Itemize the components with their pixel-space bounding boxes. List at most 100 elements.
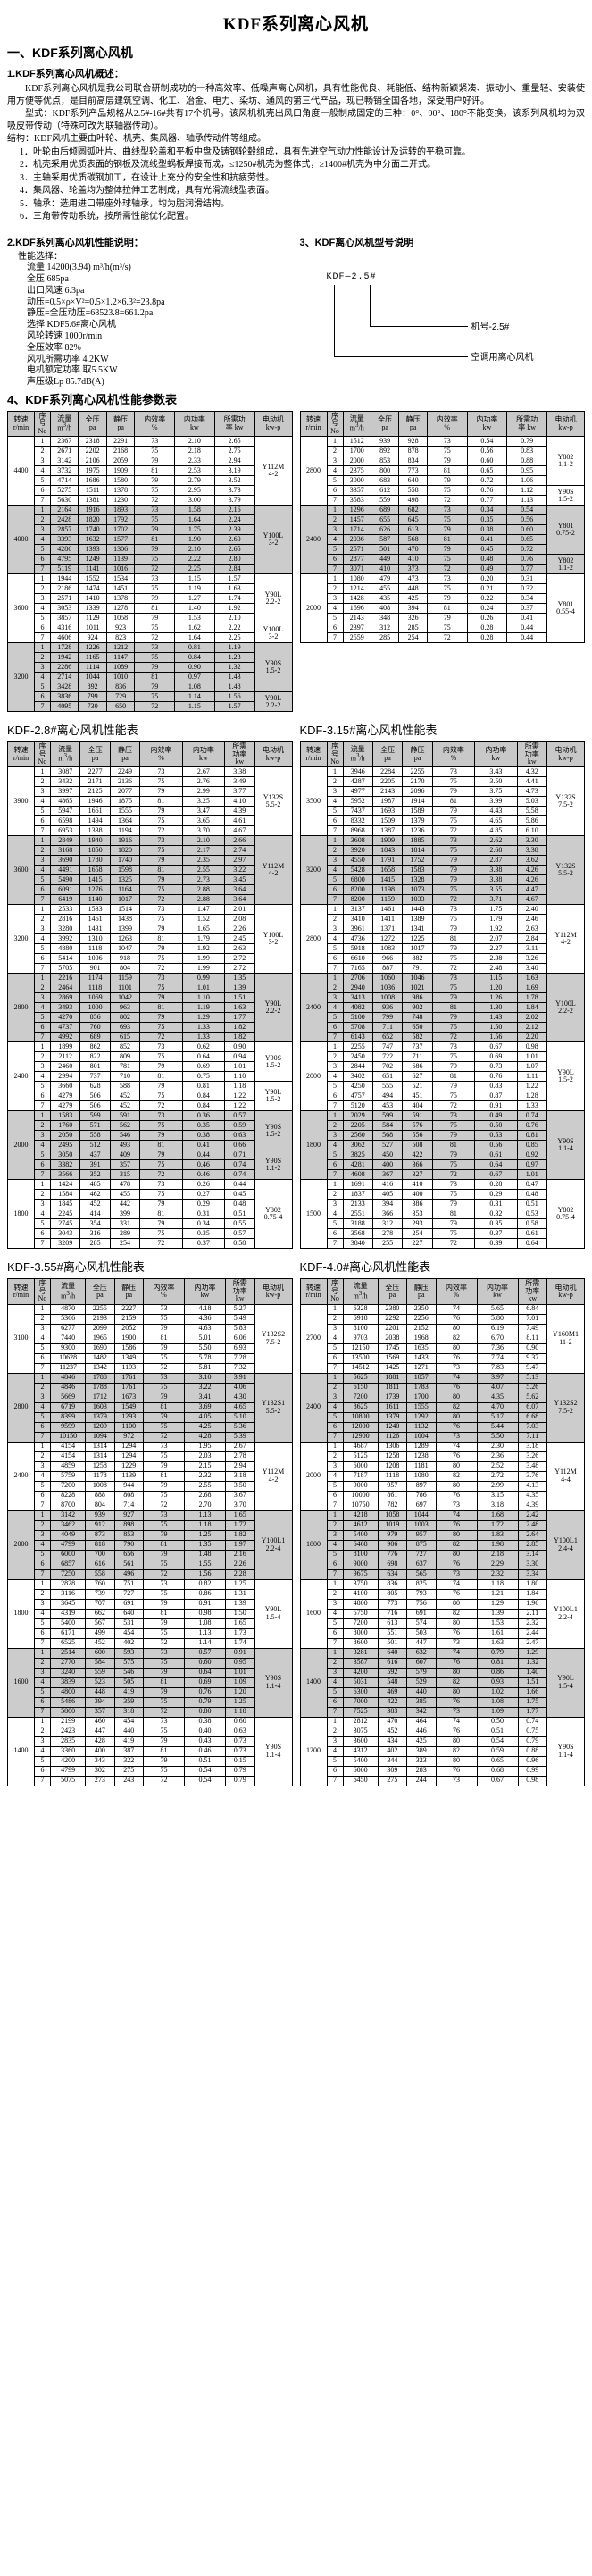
cell-rpm: 1800 (7, 1578, 35, 1649)
cell-inner-power: 0.69 (184, 1677, 227, 1688)
cell-flow: 5400 (49, 1618, 87, 1629)
cell-inner-power: 2.35 (181, 855, 226, 866)
table-row: 2 2816 1461 1438 75 1.52 2.08 (8, 914, 293, 925)
table-row: 3 3645 707 691 79 0.91 1.39 (8, 1598, 293, 1610)
cell-inner-power: 1.53 (476, 1618, 519, 1629)
cell-required-power: 1.01 (224, 1061, 255, 1073)
cell-no: 1 (34, 1110, 51, 1122)
cell-flow: 2464 (49, 983, 81, 994)
cell-total-pressure: 1141 (78, 564, 107, 575)
cell-total-pressure: 702 (371, 1061, 404, 1073)
cell-efficiency: 75 (431, 983, 476, 994)
table-row: 7 4095 730 650 72 1.15 1.57 (8, 701, 293, 713)
col-header-motor: 电动机 kw-p (254, 1278, 293, 1305)
col-header-static-pressure: 静压 pa (105, 411, 136, 438)
cell-flow: 8200 (342, 894, 373, 906)
section-3-heading: 3、KDF离心风机型号说明 (299, 237, 414, 248)
cell-required-power: 0.95 (225, 1657, 255, 1669)
cell-motor: Y100L1 2.4-4 (546, 1510, 585, 1580)
table-row: 4 5952 1987 1914 81 3.99 5.03 (300, 796, 585, 807)
cell-static-pressure: 2168 (105, 446, 136, 457)
cell-flow: 3116 (49, 1588, 87, 1600)
cell-required-power: 1.78 (516, 992, 548, 1004)
cell-inner-power: 1.83 (476, 1529, 519, 1541)
cell-total-pressure: 805 (377, 1588, 408, 1600)
cell-no: 4 (34, 865, 51, 876)
cell-required-power: 2.16 (225, 1549, 255, 1560)
table-row: 4 3062 527 508 81 0.56 0.85 (300, 1140, 585, 1151)
cell-static-pressure: 546 (109, 1130, 141, 1142)
cell-static-pressure: 1783 (406, 1382, 437, 1393)
table-row: 4 1696 408 394 81 0.24 0.37 (300, 603, 585, 615)
cell-inner-power: 0.22 (466, 593, 508, 605)
cell-static-pressure: 386 (402, 1199, 433, 1210)
cell-static-pressure: 804 (109, 963, 141, 974)
cell-no: 3 (34, 1199, 51, 1210)
cell-inner-power: 0.43 (184, 1735, 227, 1747)
cell-static-pressure: 1016 (105, 564, 136, 575)
cell-total-pressure: 1415 (79, 874, 111, 886)
cell-inner-power: 3.99 (474, 796, 518, 807)
cell-efficiency: 73 (435, 1637, 478, 1649)
col-header-required-power: 所需功率 kw (213, 411, 255, 438)
cell-flow: 3660 (49, 1081, 81, 1092)
table-row: 6 6857 616 561 75 1.55 2.26 (8, 1559, 293, 1570)
cell-total-pressure: 1965 (85, 1333, 115, 1344)
cell-efficiency: 79 (142, 1480, 186, 1492)
cell-inner-power: 0.79 (476, 1647, 519, 1659)
cell-static-pressure: 454 (113, 1716, 145, 1727)
cell-required-power: 0.79 (506, 436, 547, 447)
cell-no: 4 (34, 1071, 51, 1083)
cell-static-pressure: 1147 (105, 652, 136, 664)
table-row: 6 12000 1240 1132 76 5.44 7.03 (300, 1421, 585, 1433)
cell-efficiency: 80 (435, 1392, 478, 1403)
cell-total-pressure: 501 (370, 544, 400, 556)
cell-total-pressure: 739 (85, 1588, 115, 1600)
cell-no: 3 (326, 992, 344, 1004)
cell-inner-power: 0.79 (184, 1696, 227, 1708)
cell-no: 6 (34, 623, 51, 634)
cell-total-pressure: 1011 (78, 623, 107, 634)
cell-inner-power: 3.38 (474, 865, 518, 876)
cell-no: 1 (34, 642, 51, 654)
cell-rpm: 2000 (299, 1041, 328, 1112)
main-parameter-tables: 转速 r/min 序号 No 流量 m3/h 全压 pa 静压 pa 内效率% 内功率 kw 所需功率 k… (7, 411, 585, 713)
cell-static-pressure: 1181 (406, 1460, 437, 1472)
cell-inner-power: 6.19 (476, 1323, 519, 1334)
col-header-rpm: 转速 r/min (7, 411, 35, 438)
cell-static-pressure: 574 (406, 1618, 437, 1629)
table-row: 4 3839 523 505 81 0.69 1.09 (8, 1677, 293, 1688)
cell-static-pressure: 791 (402, 963, 433, 974)
table-355-title: KDF-3.55#离心风机性能表 (7, 1260, 145, 1275)
cell-flow: 6918 (342, 1313, 379, 1325)
cell-total-pressure: 1788 (85, 1382, 115, 1393)
cell-total-pressure: 698 (377, 1559, 408, 1570)
cell-static-pressure: 576 (402, 1120, 433, 1132)
cell-static-pressure: 852 (109, 1041, 141, 1053)
cell-required-power: 4.30 (225, 1392, 255, 1403)
cell-total-pressure: 285 (370, 632, 400, 644)
cell-efficiency: 79 (134, 475, 176, 487)
cell-flow: 5428 (342, 865, 373, 876)
cell-required-power: 2.32 (517, 1618, 548, 1629)
table-row: 7 7525 383 342 73 1.09 1.77 (300, 1706, 585, 1718)
col-header-flow: 流量 m3/h (49, 1278, 87, 1305)
cell-total-pressure: 760 (79, 1022, 111, 1033)
table-row: 6 8228 888 808 75 2.68 3.67 (8, 1490, 293, 1501)
section-2-column: 2.KDF系列离心风机性能说明： 性能选择： main_left 流量 1420… (7, 230, 293, 389)
cell-static-pressure: 1875 (109, 796, 141, 807)
cell-no: 5 (326, 1218, 344, 1230)
cell-no: 5 (34, 806, 51, 817)
cell-total-pressure: 1118 (377, 1470, 408, 1482)
cell-no: 2 (34, 1120, 51, 1132)
cell-no: 6 (326, 815, 344, 827)
table-row: 5 4200 343 322 79 0.51 0.15 (8, 1755, 293, 1767)
cell-no: 4 (34, 1002, 51, 1014)
cell-no: 5 (34, 1755, 51, 1767)
cell-required-power: 1.56 (213, 691, 255, 703)
cell-flow: 2216 (49, 973, 81, 984)
rpm-group: 2000 1 4687 1306 1289 74 2.30 3.18 Y112M 4-4 2 5125… (299, 1441, 585, 1511)
cell-total-pressure: 1240 (377, 1421, 408, 1433)
cell-required-power: 1.18 (224, 1081, 255, 1092)
cell-static-pressure: 1586 (113, 1342, 145, 1354)
